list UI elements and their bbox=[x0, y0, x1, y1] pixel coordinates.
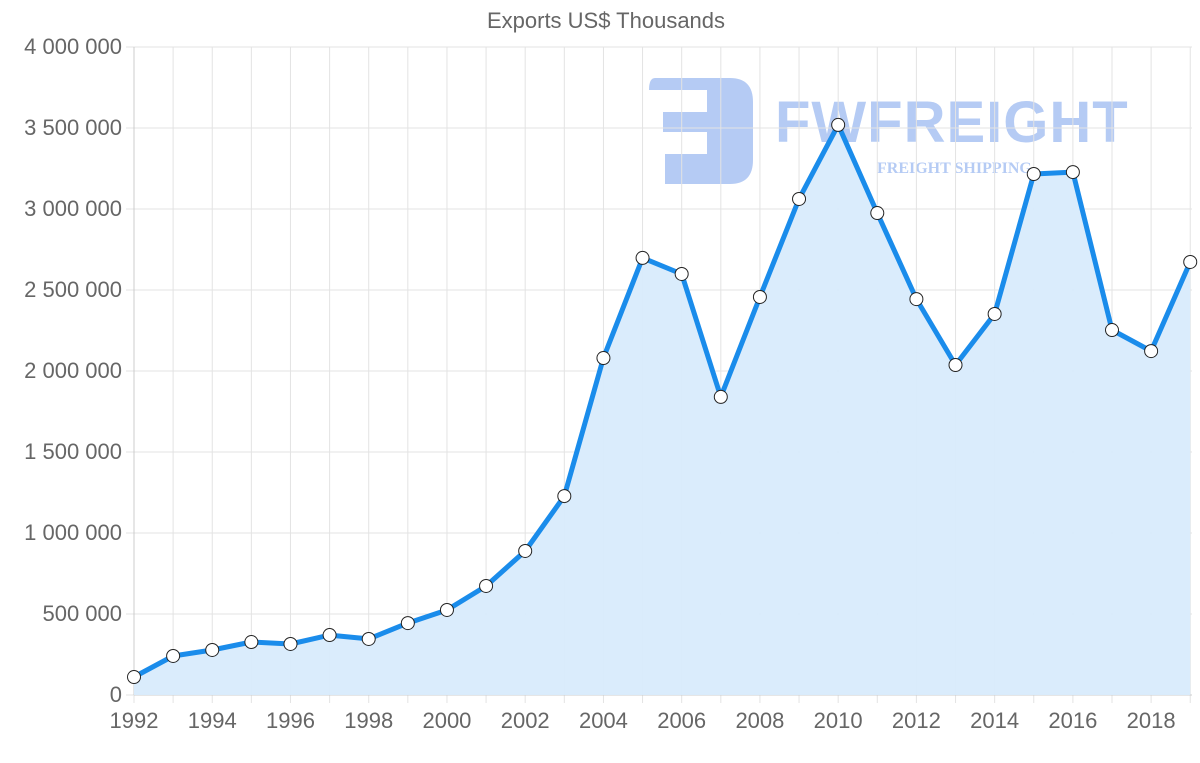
y-tick-label: 500 000 bbox=[42, 601, 122, 626]
x-tick-label: 2004 bbox=[579, 708, 628, 733]
data-point-2008[interactable] bbox=[752, 289, 767, 304]
data-points bbox=[127, 117, 1198, 685]
data-point-2012[interactable] bbox=[909, 292, 924, 307]
y-tick-label: 0 bbox=[110, 682, 122, 707]
data-point-2000[interactable] bbox=[439, 602, 454, 617]
data-point-2009[interactable] bbox=[792, 191, 807, 206]
area-fill bbox=[134, 124, 1191, 695]
data-point-1997[interactable] bbox=[322, 628, 337, 643]
y-tick-label: 1 000 000 bbox=[24, 520, 122, 545]
data-point-2015[interactable] bbox=[1026, 167, 1041, 182]
y-tick-label: 1 500 000 bbox=[24, 439, 122, 464]
x-tick-label: 1992 bbox=[110, 708, 159, 733]
x-tick-label: 2008 bbox=[735, 708, 784, 733]
data-point-2016[interactable] bbox=[1065, 165, 1080, 180]
x-tick-label: 2002 bbox=[501, 708, 550, 733]
data-point-2018[interactable] bbox=[1144, 344, 1159, 359]
x-tick-label: 2010 bbox=[814, 708, 863, 733]
data-point-2007[interactable] bbox=[713, 389, 728, 404]
y-axis-ticks: 0 500 000 1 000 000 1 500 000 2 000 000 2 500… bbox=[24, 34, 122, 707]
x-tick-label: 2014 bbox=[970, 708, 1019, 733]
x-tick-label: 1994 bbox=[188, 708, 237, 733]
data-point-1999[interactable] bbox=[400, 616, 415, 631]
data-point-2014[interactable] bbox=[987, 306, 1002, 321]
y-tick-label: 2 500 000 bbox=[24, 277, 122, 302]
y-tick-label: 4 000 000 bbox=[24, 34, 122, 59]
x-tick-label: 2016 bbox=[1048, 708, 1097, 733]
y-tick-label: 3 500 000 bbox=[24, 115, 122, 140]
y-tick-label: 2 000 000 bbox=[24, 358, 122, 383]
data-point-1995[interactable] bbox=[244, 635, 259, 650]
x-tick-label: 2012 bbox=[892, 708, 941, 733]
x-tick-label: 2018 bbox=[1127, 708, 1176, 733]
data-point-2003[interactable] bbox=[557, 489, 572, 504]
data-point-2001[interactable] bbox=[479, 578, 494, 593]
data-point-2006[interactable] bbox=[674, 266, 689, 281]
y-tick-label: 3 000 000 bbox=[24, 196, 122, 221]
data-point-2002[interactable] bbox=[518, 543, 533, 558]
x-tick-label: 2000 bbox=[422, 708, 471, 733]
data-point-2017[interactable] bbox=[1105, 323, 1119, 338]
chart-title: Exports US$ Thousands bbox=[486, 8, 726, 33]
data-point-2004[interactable] bbox=[596, 351, 611, 366]
data-point-1994[interactable] bbox=[205, 642, 220, 657]
x-tick-label: 1998 bbox=[344, 708, 393, 733]
x-tick-label: 1996 bbox=[266, 708, 315, 733]
x-axis-ticks: 1992 1994 1996 1998 2000 2002 2004 2006 2008 2010… bbox=[110, 708, 1176, 733]
data-line bbox=[132, 122, 1193, 680]
data-point-1996[interactable] bbox=[283, 636, 298, 651]
data-point-1992[interactable] bbox=[127, 670, 141, 685]
data-point-2019[interactable] bbox=[1183, 254, 1198, 269]
data-point-1998[interactable] bbox=[361, 631, 376, 646]
data-point-2010[interactable] bbox=[831, 117, 846, 132]
data-point-2011[interactable] bbox=[870, 206, 885, 221]
data-point-2005[interactable] bbox=[635, 250, 650, 265]
data-point-2013[interactable] bbox=[948, 358, 963, 373]
data-point-1993[interactable] bbox=[166, 648, 181, 663]
x-tick-label: 2006 bbox=[657, 708, 706, 733]
